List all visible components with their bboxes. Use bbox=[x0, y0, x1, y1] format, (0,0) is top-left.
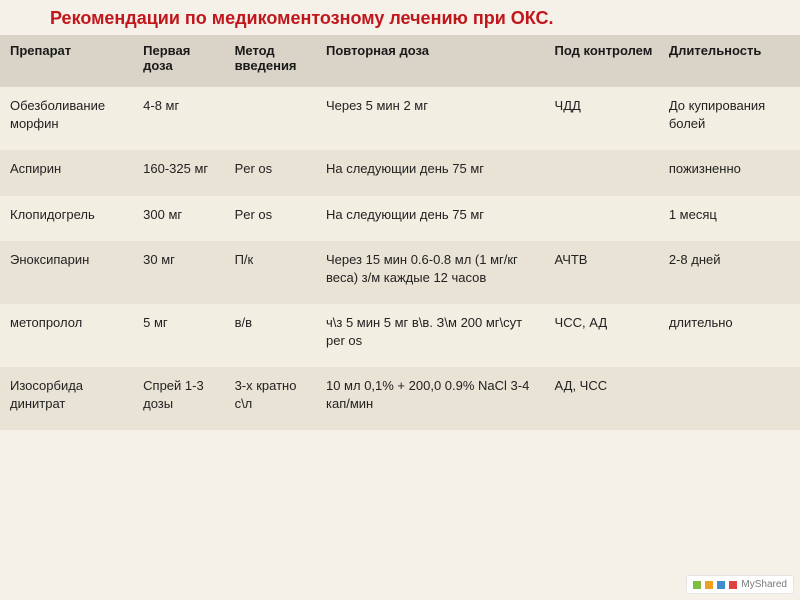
watermark-square-icon bbox=[729, 581, 737, 589]
table-header-row: Препарат Первая доза Метод введения Повт… bbox=[0, 35, 800, 87]
cell-drug: Клопидогрель bbox=[0, 196, 137, 242]
cell-duration: 1 месяц bbox=[663, 196, 800, 242]
cell-control bbox=[549, 150, 663, 196]
col-control: Под контролем bbox=[549, 35, 663, 87]
table-row: Клопидогрель 300 мг Per os На следующии … bbox=[0, 196, 800, 242]
col-method: Метод введения bbox=[229, 35, 320, 87]
cell-control: ЧСС, АД bbox=[549, 304, 663, 367]
cell-repeat: Через 5 мин 2 мг bbox=[320, 87, 549, 150]
cell-method: Per os bbox=[229, 196, 320, 242]
table-row: метопролол 5 мг в/в ч\з 5 мин 5 мг в\в. … bbox=[0, 304, 800, 367]
cell-control: АЧТВ bbox=[549, 241, 663, 304]
cell-drug: Аспирин bbox=[0, 150, 137, 196]
cell-repeat: Через 15 мин 0.6-0.8 мл (1 мг/кг веса) з… bbox=[320, 241, 549, 304]
cell-repeat: На следующии день 75 мг bbox=[320, 150, 549, 196]
cell-duration: пожизненно bbox=[663, 150, 800, 196]
cell-first-dose: 4-8 мг bbox=[137, 87, 228, 150]
table-row: Эноксипарин 30 мг П/к Через 15 мин 0.6-0… bbox=[0, 241, 800, 304]
cell-duration bbox=[663, 367, 800, 430]
table-row: Изосорбида динитрат Спрей 1-3 дозы 3-х к… bbox=[0, 367, 800, 430]
cell-duration: 2-8 дней bbox=[663, 241, 800, 304]
cell-method: Per os bbox=[229, 150, 320, 196]
watermark-text: MyShared bbox=[741, 579, 787, 590]
cell-first-dose: 300 мг bbox=[137, 196, 228, 242]
cell-repeat: На следующии день 75 мг bbox=[320, 196, 549, 242]
watermark-square-icon bbox=[693, 581, 701, 589]
col-drug: Препарат bbox=[0, 35, 137, 87]
cell-method bbox=[229, 87, 320, 150]
cell-control bbox=[549, 196, 663, 242]
cell-duration: До купирования болей bbox=[663, 87, 800, 150]
cell-control: АД, ЧСС bbox=[549, 367, 663, 430]
cell-first-dose: 5 мг bbox=[137, 304, 228, 367]
watermark-square-icon bbox=[717, 581, 725, 589]
col-first-dose: Первая доза bbox=[137, 35, 228, 87]
medication-table: Препарат Первая доза Метод введения Повт… bbox=[0, 35, 800, 430]
page-title: Рекомендации по медикоментозному лечению… bbox=[0, 0, 800, 35]
cell-first-dose: 160-325 мг bbox=[137, 150, 228, 196]
cell-method: 3-х кратно с\л bbox=[229, 367, 320, 430]
cell-drug: Эноксипарин bbox=[0, 241, 137, 304]
table-row: Аспирин 160-325 мг Per os На следующии д… bbox=[0, 150, 800, 196]
cell-method: в/в bbox=[229, 304, 320, 367]
table-row: Обезболивание морфин 4-8 мг Через 5 мин … bbox=[0, 87, 800, 150]
cell-control: ЧДД bbox=[549, 87, 663, 150]
col-repeat: Повторная доза bbox=[320, 35, 549, 87]
cell-first-dose: Спрей 1-3 дозы bbox=[137, 367, 228, 430]
cell-duration: длительно bbox=[663, 304, 800, 367]
watermark-badge: MyShared bbox=[686, 575, 794, 594]
cell-method: П/к bbox=[229, 241, 320, 304]
cell-first-dose: 30 мг bbox=[137, 241, 228, 304]
cell-repeat: ч\з 5 мин 5 мг в\в. З\м 200 мг\сут per o… bbox=[320, 304, 549, 367]
cell-drug: метопролол bbox=[0, 304, 137, 367]
cell-drug: Изосорбида динитрат bbox=[0, 367, 137, 430]
watermark-square-icon bbox=[705, 581, 713, 589]
col-duration: Длительность bbox=[663, 35, 800, 87]
cell-repeat: 10 мл 0,1% + 200,0 0.9% NaCl 3-4 кап/мин bbox=[320, 367, 549, 430]
cell-drug: Обезболивание морфин bbox=[0, 87, 137, 150]
